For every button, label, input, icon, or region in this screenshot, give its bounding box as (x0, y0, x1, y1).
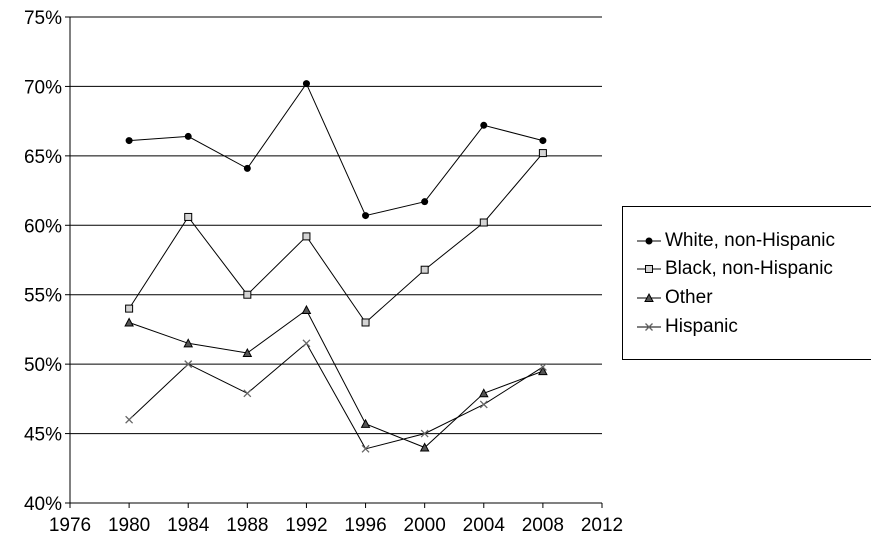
x-tick-label: 1996 (344, 515, 386, 536)
legend-label-other: Other (665, 287, 713, 308)
series-1 (125, 80, 547, 220)
square-marker-icon (637, 265, 661, 273)
data-point-stroke (361, 444, 370, 453)
data-point (184, 132, 192, 140)
data-point-stroke (184, 360, 193, 369)
x-tick-label: 1992 (285, 515, 327, 536)
y-tick-label: 75% (24, 8, 62, 29)
data-point (125, 415, 134, 424)
data-point-stroke (243, 389, 252, 398)
y-tick-label: 40% (24, 494, 62, 515)
data-point-stroke (420, 429, 429, 438)
legend-item-black: Black, non-Hispanic (637, 257, 833, 281)
data-point (420, 429, 429, 438)
x-tick-label: 1976 (49, 515, 91, 536)
data-point (243, 290, 252, 299)
legend-label-white: White, non-Hispanic (665, 230, 836, 251)
data-point (243, 164, 251, 172)
y-tick-label: 45% (24, 425, 62, 446)
data-point (361, 318, 370, 327)
y-tick-label: 55% (24, 286, 62, 307)
data-point (242, 347, 253, 358)
data-point (479, 400, 488, 409)
data-point-stroke (125, 415, 134, 424)
data-point (183, 338, 194, 348)
x-tick-label: 2008 (522, 515, 564, 536)
data-point (243, 389, 252, 398)
data-point (538, 149, 547, 158)
series-line (128, 152, 544, 324)
data-point-stroke (538, 362, 547, 371)
data-point (539, 137, 547, 145)
legend-label-black: Black, non-Hispanic (665, 258, 833, 279)
data-point (538, 366, 548, 376)
x-tick-label: 1980 (108, 515, 150, 536)
x-tick-label: 1988 (226, 515, 268, 536)
series-line (128, 342, 544, 450)
legend-item-hispanic: Hispanic (637, 315, 738, 339)
y-tick-label: 50% (24, 355, 62, 376)
data-point (302, 339, 311, 348)
data-point (124, 317, 134, 327)
data-point (184, 360, 193, 369)
data-point (420, 265, 429, 274)
series-line (128, 309, 544, 449)
data-point (302, 232, 311, 241)
data-point (302, 80, 310, 88)
x-tick-label: 1984 (167, 515, 210, 536)
data-point (362, 212, 370, 220)
data-point (361, 444, 370, 453)
data-point (184, 212, 193, 221)
chart-legend: White, non-Hispanic Black, non-Hispanic … (622, 206, 871, 360)
legend-label-hispanic: Hispanic (665, 316, 738, 337)
legend-item-white: White, non-Hispanic (637, 229, 835, 253)
triangle-marker-icon (637, 292, 661, 302)
circle-marker-icon (637, 237, 661, 245)
legend-item-other: Other (637, 286, 713, 310)
series-line (129, 82, 544, 217)
y-tick-label: 65% (24, 147, 62, 168)
data-point (125, 304, 134, 313)
data-point (125, 137, 133, 145)
x-tick-label: 2004 (463, 515, 506, 536)
data-point (419, 442, 430, 452)
y-tick-label: 60% (24, 216, 62, 237)
series-4 (125, 339, 547, 453)
data-point-stroke (302, 339, 311, 348)
series-3 (124, 304, 548, 452)
data-point (538, 362, 547, 371)
data-point (478, 388, 489, 398)
data-point-stroke (479, 400, 488, 409)
x-tick-label: 2000 (404, 515, 446, 536)
data-point (421, 198, 429, 206)
y-tick-label: 70% (24, 77, 62, 98)
x-tick-label: 2012 (581, 515, 623, 536)
x-marker-icon (637, 323, 661, 331)
data-point (360, 418, 371, 428)
series-2 (125, 149, 547, 327)
data-point (301, 304, 312, 314)
data-point (479, 218, 488, 227)
data-point (480, 121, 488, 129)
